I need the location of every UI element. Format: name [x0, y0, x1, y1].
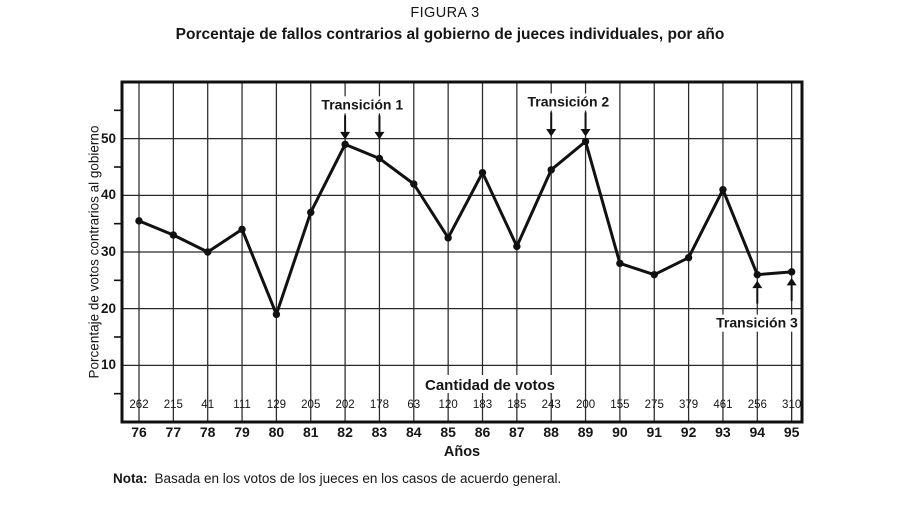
note-label: Nota: — [113, 471, 148, 486]
figure-number: FIGURA 3 — [410, 5, 480, 21]
y-tick-label: 50 — [100, 130, 116, 146]
arrow-down-icon — [340, 131, 351, 140]
arrow-up-icon — [786, 277, 797, 286]
data-point — [684, 253, 693, 262]
vote-count-label: 262 — [129, 399, 148, 411]
note-text: Basada en los votos de los jueces en los… — [154, 471, 562, 486]
data-point — [581, 137, 590, 146]
annotation-label: Transición 1 — [321, 96, 403, 112]
y-axis-minor-ticks — [114, 109, 121, 395]
x-tick-label: 93 — [715, 424, 731, 440]
x-tick-label: 83 — [371, 424, 388, 440]
data-point — [650, 270, 658, 279]
x-tick-label: 95 — [783, 424, 800, 440]
data-point — [341, 140, 349, 149]
annotation-label: Transición 3 — [716, 315, 798, 331]
x-tick-label: 85 — [440, 424, 456, 440]
counts-title: Cantidad de votos — [415, 375, 565, 394]
x-tick-label: 92 — [680, 424, 697, 440]
data-point — [375, 154, 384, 163]
vote-count-label: 379 — [679, 399, 698, 411]
vote-count-labels: 262 215 41 111 129 205 202 178 63 120 183 185 243 200… — [129, 399, 801, 411]
vote-count-label: 205 — [301, 399, 320, 411]
figure-title: Porcentaje de fallos contrarios al gobie… — [175, 26, 725, 43]
vote-count-label: 461 — [713, 399, 732, 411]
line-chart-plot: 262 215 41 111 129 205 202 178 63 120 183 185 243 200… — [114, 80, 806, 424]
x-tick-label: 77 — [165, 424, 182, 440]
vote-count-label: 275 — [645, 399, 664, 411]
x-tick-label: 84 — [406, 424, 422, 440]
x-tick-label: 76 — [131, 424, 147, 440]
vote-count-label: 111 — [233, 399, 250, 411]
annotation-label: Transición 2 — [528, 94, 610, 110]
arrow-down-icon — [580, 129, 591, 137]
x-tick-label: 94 — [749, 424, 766, 440]
annotation-transición-3: Transición 3 — [708, 277, 806, 332]
annotation-transición-1: Transición 1 — [313, 96, 412, 140]
data-point — [238, 225, 246, 234]
x-tick-label: 89 — [577, 424, 594, 440]
y-tick-label: 40 — [100, 187, 116, 203]
vote-count-label: 256 — [748, 399, 767, 411]
annotation-transición-2: Transición 2 — [519, 93, 618, 137]
data-point — [547, 166, 555, 174]
vote-count-label: 200 — [576, 399, 595, 411]
x-tick-label: 78 — [199, 424, 216, 440]
x-tick-label: 90 — [612, 424, 628, 440]
grid-lines — [122, 82, 802, 422]
vote-count-label: 310 — [782, 399, 801, 411]
data-point — [753, 270, 761, 279]
data-series — [135, 137, 796, 319]
y-tick-label: 30 — [100, 244, 116, 259]
data-point — [513, 242, 521, 251]
x-tick-label: 82 — [337, 424, 353, 440]
x-axis-title: Años — [443, 444, 481, 460]
data-point — [444, 234, 452, 242]
data-point — [272, 310, 281, 319]
arrow-up-icon — [752, 280, 763, 289]
counts-title-text: Cantidad de votos — [425, 377, 555, 394]
x-tick-label: 79 — [234, 424, 250, 440]
data-point — [410, 180, 418, 188]
plot-border — [120, 80, 804, 424]
vote-count-label: 120 — [439, 399, 458, 411]
data-point — [787, 268, 796, 276]
vote-count-label: 202 — [336, 399, 355, 411]
x-tick-label: 87 — [509, 424, 525, 440]
data-point — [135, 217, 143, 225]
x-tick-label: 88 — [543, 424, 559, 440]
x-tick-label: 86 — [474, 424, 491, 440]
data-point — [616, 259, 624, 268]
vote-count-label: 178 — [370, 399, 389, 411]
y-tick-label: 10 — [100, 357, 116, 373]
vote-count-label: 63 — [407, 399, 420, 411]
vote-count-label: 243 — [542, 399, 561, 411]
vote-count-label: 155 — [610, 399, 629, 411]
data-point — [307, 208, 315, 217]
data-point — [478, 168, 487, 177]
data-point — [169, 231, 178, 239]
x-tick-label: 81 — [302, 424, 319, 440]
x-tick-label: 80 — [268, 424, 285, 440]
data-point — [204, 248, 212, 256]
vote-count-label: 215 — [164, 399, 183, 411]
figure-note: Nota: Basada en los votos de los jueces e… — [113, 471, 561, 486]
data-line — [137, 140, 794, 316]
data-point — [719, 185, 727, 194]
vote-count-label: 185 — [507, 399, 526, 411]
arrow-down-icon — [374, 131, 385, 140]
vote-count-label: 129 — [267, 399, 286, 411]
vote-count-label: 183 — [473, 399, 492, 411]
vote-count-label: 41 — [201, 399, 214, 411]
arrow-down-icon — [546, 129, 557, 137]
y-tick-label: 20 — [100, 300, 116, 316]
x-tick-label: 91 — [646, 424, 663, 440]
